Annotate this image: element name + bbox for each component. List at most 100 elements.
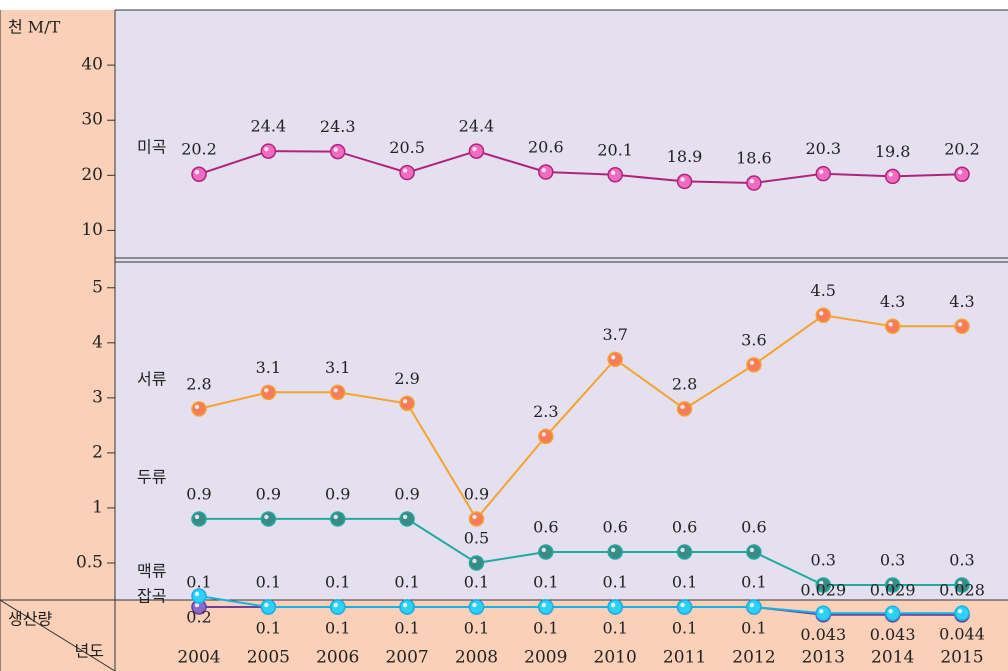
marker [399, 599, 415, 615]
marker [746, 357, 762, 373]
marker-highlight [194, 404, 200, 410]
value-label: 20.2 [181, 140, 217, 159]
marker [815, 605, 832, 622]
marker-highlight [610, 170, 616, 175]
marker-highlight [264, 602, 269, 608]
value-label: 0.9 [325, 484, 350, 503]
marker-highlight [541, 547, 547, 553]
marker [815, 307, 832, 324]
value-label: 0.1 [741, 573, 766, 592]
value-label: 0.5 [464, 528, 489, 547]
value-label: 0.9 [464, 484, 489, 503]
marker [815, 165, 832, 182]
marker [884, 318, 901, 335]
value-label: 3.6 [741, 330, 766, 349]
marker-highlight [957, 170, 963, 175]
value-label: 0.1 [325, 619, 350, 638]
value-label: 3.1 [256, 358, 281, 377]
marker-highlight [472, 602, 477, 608]
value-label: 3.7 [602, 325, 627, 344]
value-label: 3.1 [325, 358, 350, 377]
marker [676, 544, 693, 560]
marker-highlight [680, 547, 685, 553]
series-name: 맥류 [137, 562, 166, 581]
marker [191, 166, 207, 182]
marker-highlight [194, 514, 200, 520]
value-label: 19.8 [875, 142, 911, 161]
x-tick-label: 2014 [871, 648, 914, 668]
value-label: 4.3 [880, 292, 905, 311]
marker [607, 599, 623, 615]
marker [607, 351, 623, 368]
marker-highlight [333, 147, 338, 152]
y-tick-label: 2 [92, 442, 103, 462]
marker-highlight [333, 514, 338, 520]
marker [468, 143, 485, 159]
marker [191, 401, 207, 417]
marker [538, 164, 554, 180]
left-band [0, 10, 115, 671]
marker-highlight [888, 172, 893, 177]
marker-highlight [957, 580, 963, 586]
x-tick-label: 2011 [663, 648, 706, 668]
corner-label: 년도 [75, 642, 104, 661]
series-line [198, 314, 962, 521]
marker-highlight [749, 602, 755, 608]
value-label: 2.8 [186, 374, 211, 393]
plot-area [115, 10, 1008, 600]
y-tick-label: 1 [92, 497, 103, 517]
series-name: 서류 [137, 370, 166, 389]
marker-highlight [264, 514, 269, 520]
x-tick-label: 2006 [316, 648, 359, 668]
marker [607, 167, 623, 183]
value-label: 0.6 [533, 517, 558, 536]
y-tick-label: 20 [81, 165, 103, 185]
marker-highlight [402, 168, 408, 173]
value-label: 2.8 [672, 374, 697, 393]
value-label: 20.1 [597, 140, 633, 159]
marker-highlight [888, 609, 893, 614]
value-label: 18.9 [667, 147, 703, 166]
x-tick-label: 2008 [455, 648, 498, 668]
marker-highlight [749, 360, 755, 366]
marker-highlight [957, 608, 963, 614]
corner-label: 생산량 [8, 610, 52, 629]
marker [329, 384, 346, 401]
value-label: 0.6 [741, 517, 766, 536]
marker-highlight [264, 146, 269, 152]
series-name: 잡곡 [137, 587, 166, 606]
marker [538, 599, 554, 615]
value-label: 0.9 [394, 484, 419, 503]
marker [399, 511, 415, 527]
marker-highlight [610, 355, 616, 360]
marker-highlight [402, 602, 408, 608]
marker [538, 428, 554, 445]
x-tick-label: 2004 [177, 648, 220, 668]
marker-highlight [819, 169, 824, 174]
value-label: 0.1 [464, 573, 489, 592]
value-label: 0.1 [394, 573, 419, 592]
marker [954, 605, 970, 621]
y-tick-label: 30 [81, 110, 103, 130]
value-label: 24.4 [251, 117, 287, 136]
marker [954, 318, 970, 335]
x-tick-label: 2005 [247, 648, 290, 668]
value-label: 0.043 [870, 625, 916, 644]
marker-highlight [541, 167, 547, 173]
marker [468, 599, 485, 615]
y-tick-label: 3 [92, 387, 103, 407]
marker [468, 511, 485, 527]
marker-highlight [194, 170, 200, 175]
marker-highlight [749, 547, 755, 553]
marker-highlight [333, 602, 338, 608]
y-unit: 천 M/T [8, 18, 61, 37]
marker-highlight [264, 388, 269, 393]
marker [191, 511, 207, 527]
value-label: 20.2 [944, 140, 980, 159]
marker-highlight [541, 432, 547, 437]
value-label: 20.3 [805, 139, 841, 158]
marker [399, 395, 415, 412]
value-label: 0.029 [870, 580, 916, 599]
value-label: 18.6 [736, 149, 772, 168]
